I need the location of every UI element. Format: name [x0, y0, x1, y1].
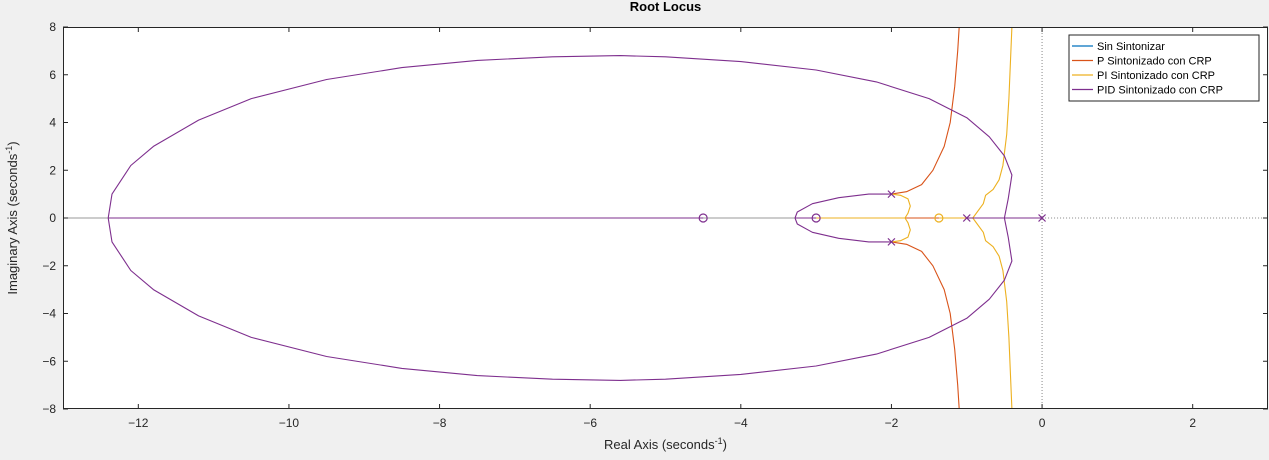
- legend[interactable]: Sin Sintonizar P Sintonizado con CRP PI Si…: [1068, 34, 1260, 102]
- x-tick-label: −8: [433, 416, 447, 430]
- locus-branch-series-3-5: [107, 217, 1013, 381]
- zero-marker: [811, 213, 821, 223]
- y-tick-label: −2: [42, 259, 56, 273]
- pole-marker: [887, 190, 896, 199]
- legend-entry[interactable]: PI Sintonizado con CRP: [1097, 70, 1215, 82]
- legend-entry[interactable]: Sin Sintonizar: [1097, 41, 1165, 53]
- x-tick-label: −12: [128, 416, 149, 430]
- y-tick-label: 4: [49, 116, 56, 130]
- locus-branch-series-1-0: [891, 26, 960, 195]
- y-tick-label: −8: [42, 402, 56, 416]
- locus-branch-series-2-1: [891, 217, 911, 243]
- x-tick-label: 0: [1039, 416, 1046, 430]
- pole-marker-stroke: [887, 237, 896, 246]
- pole-marker: [962, 214, 971, 222]
- x-axis-label: Real Axis (seconds-1): [604, 436, 727, 452]
- locus-branch-series-2-6: [972, 217, 1013, 410]
- axis-ticks: −12 −10 −8 −6 −4 −2 0 2 −8 −6 −4 −2 0 2 4 6 8: [42, 20, 1268, 430]
- locus-branch-series-3-1: [794, 217, 892, 243]
- locus-branch-series-1-1: [891, 241, 960, 410]
- y-axis-label: Imaginary Axis (seconds-1): [4, 141, 20, 294]
- y-tick-label: 2: [49, 163, 56, 177]
- y-tick-label: −4: [42, 307, 56, 321]
- pole-marker: [1038, 214, 1046, 222]
- legend-entry[interactable]: PID Sintonizado con CRP: [1097, 85, 1223, 97]
- y-tick-label: 6: [49, 68, 56, 82]
- y-tick-label: −6: [42, 354, 56, 368]
- y-tick-label: 0: [49, 211, 56, 225]
- series-layer: [107, 26, 1043, 410]
- pole-marker-stroke: [1038, 214, 1046, 222]
- locus-branch-series-3-4: [107, 55, 1013, 219]
- x-tick-label: −10: [279, 416, 300, 430]
- legend-box: [1068, 34, 1260, 102]
- x-tick-label: −4: [734, 416, 748, 430]
- x-tick-label: −6: [583, 416, 597, 430]
- pole-marker: [887, 237, 896, 246]
- pole-zero-markers: [698, 190, 1046, 246]
- locus-branch-series-2-5: [972, 26, 1013, 219]
- chart-title: Root Locus: [630, 0, 702, 14]
- locus-branch-series-2-0: [891, 193, 911, 219]
- legend-entry[interactable]: P Sintonizado con CRP: [1097, 56, 1212, 68]
- zero-marker: [934, 213, 944, 223]
- zero-marker: [698, 213, 708, 223]
- x-tick-label: −2: [885, 416, 899, 430]
- pole-marker-stroke: [962, 214, 971, 222]
- y-tick-label: 8: [49, 20, 56, 34]
- locus-branch-series-3-0: [794, 193, 892, 219]
- x-tick-label: 2: [1189, 416, 1196, 430]
- pole-marker-stroke: [887, 190, 896, 199]
